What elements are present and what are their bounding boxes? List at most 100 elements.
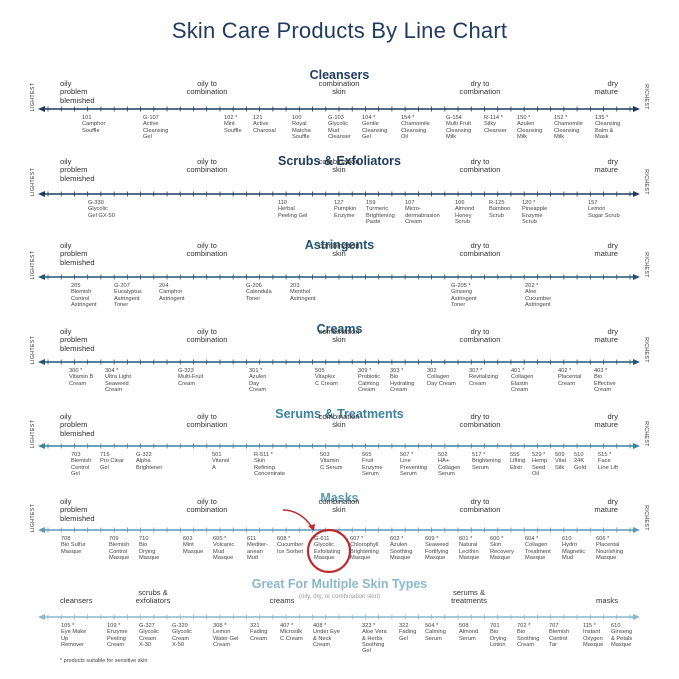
- category-label: dry to combination: [459, 497, 501, 515]
- category-label: masks: [596, 596, 618, 605]
- product-label: 101 Camphor Souffle: [82, 115, 106, 134]
- section-title: Great For Multiple Skin Types: [251, 577, 428, 591]
- product-label: 605 * Volcanic Mud Masque: [213, 536, 235, 561]
- section-title: Astringents: [304, 238, 375, 252]
- product-label: 154 * Chamomile Cleansing Oil: [401, 115, 430, 140]
- right-arrowhead: [633, 106, 640, 112]
- right-arrowhead: [633, 443, 640, 449]
- footnote: * products suitable for sensitive skin: [60, 658, 148, 664]
- product-label: 715 Pro Clear Gel: [100, 452, 125, 471]
- product-label: 102 * Mint Souffle: [224, 115, 242, 134]
- product-label: 608 * Cucumber Ice Sorbet: [277, 536, 304, 555]
- lightest-end-label: LIGHTEST: [30, 250, 36, 280]
- product-label: 135 * Cleansing Balm & Mask: [595, 115, 621, 140]
- right-arrowhead: [633, 191, 640, 197]
- product-label: 152 * Chamomile Cleansing Milk: [554, 115, 583, 140]
- category-label: dry to combination: [459, 79, 501, 97]
- product-label: 601 * Natural Lecithin Masque: [459, 536, 480, 561]
- section-title: Serums & Treatments: [275, 407, 404, 421]
- category-label: combination skin: [318, 79, 360, 97]
- product-label: 609 * Seaweed Fortifying Masque: [425, 536, 449, 561]
- right-arrowhead: [633, 359, 640, 365]
- left-arrowhead: [38, 443, 45, 449]
- category-label: dry mature: [594, 241, 618, 259]
- highlight-arrow: [282, 509, 313, 528]
- product-label: G-207 Eucalyptus Astringent Toner: [114, 283, 142, 308]
- richest-end-label: RICHEST: [643, 169, 649, 195]
- product-label: 302 Collagen Day Cream: [427, 368, 456, 387]
- category-label: combination skin: [318, 327, 360, 345]
- product-label: 127 Pumpkin Enzyme: [334, 200, 357, 219]
- lightest-end-label: LIGHTEST: [30, 335, 36, 365]
- category-label: combination skin: [318, 241, 360, 259]
- product-label: 105 * Eye Make Up Remover: [61, 623, 87, 648]
- product-label: 110 Herbal Peeling Gel: [278, 200, 308, 219]
- product-label: 120 * Pineapple Enzyme Scrub: [522, 200, 548, 225]
- product-label: 702 * Bio Soothing Cream: [517, 623, 540, 648]
- product-label: 307 * Revitalizing Cream: [469, 368, 499, 387]
- right-arrowhead: [633, 614, 640, 620]
- product-label: 104 * Gentle Cleansing Gel: [362, 115, 388, 140]
- category-label: dry to combination: [459, 157, 501, 175]
- product-label: 505 Vitaplex C Cream: [315, 368, 338, 387]
- category-label: combination skin: [318, 497, 360, 515]
- category-label: scrubs & exfoliators: [135, 588, 171, 606]
- product-label: G-154 Multi Fruit Cleansing Milk: [446, 115, 472, 140]
- richest-end-label: RICHEST: [643, 421, 649, 447]
- left-arrowhead: [38, 106, 45, 112]
- product-label: G-103 Glycolic Mud Cleanser: [328, 115, 351, 140]
- lightest-end-label: LIGHTEST: [30, 167, 36, 197]
- category-label: dry mature: [594, 327, 618, 345]
- category-label: combination skin: [318, 157, 360, 175]
- product-label: 203 Menthol Astringent: [290, 283, 316, 302]
- product-label: 308 * Lemon Water Gel Cream: [213, 623, 239, 648]
- product-label: 109 * Enzyme Peeling Cream: [107, 623, 128, 648]
- product-label: 150 * Azulen Cleansing Milk: [517, 115, 543, 140]
- richest-end-label: RICHEST: [643, 337, 649, 363]
- product-label: 707 Blemish Control Tar: [549, 623, 570, 648]
- right-arrowhead: [633, 274, 640, 280]
- product-label: 204 Camphor Astringent: [159, 283, 185, 302]
- category-label: oily to combination: [186, 79, 228, 97]
- category-label: oily to combination: [186, 412, 228, 430]
- category-label: oily problem blemished: [60, 327, 95, 353]
- product-label: G-205 * Ginseng Astringent Toner: [451, 283, 477, 308]
- highlight-circle: [306, 528, 352, 574]
- product-label: R-511 * Skin Refining Concentrate: [254, 452, 285, 477]
- product-label: 600 * Skin Recovery Masque: [490, 536, 515, 561]
- product-label: 515 * Face Line Lift: [598, 452, 618, 471]
- category-label: dry mature: [594, 157, 618, 175]
- lightest-end-label: LIGHTEST: [30, 503, 36, 533]
- product-label: 709 Blemish Control Masque: [109, 536, 130, 561]
- product-label: G-327 Glycolic Cream X-30: [139, 623, 159, 648]
- product-label: 107 Micro- dermabrasion Cream: [405, 200, 440, 225]
- category-label: oily problem blemished: [60, 157, 95, 183]
- product-label: 504 * Calming Serum: [425, 623, 446, 642]
- product-label: 202 * Aloe Cucumber Astringent: [525, 283, 552, 308]
- product-label: 106 Almond Honey Scrub: [455, 200, 475, 225]
- left-arrowhead: [38, 359, 45, 365]
- category-label: oily to combination: [186, 157, 228, 175]
- lightest-end-label: LIGHTEST: [30, 82, 36, 112]
- section-title: Cleansers: [309, 68, 370, 82]
- product-label: 529 * Hemp Seed Oil: [532, 452, 548, 477]
- category-label: dry mature: [594, 497, 618, 515]
- lightest-end-label: LIGHTEST: [30, 419, 36, 449]
- product-label: 508 Almond Serum: [459, 623, 479, 642]
- product-label: 502 HA+ Collagen Serum: [438, 452, 461, 477]
- product-label: 510 24K Gold: [574, 452, 587, 471]
- product-label: G-322 Alpha Brightener: [136, 452, 163, 471]
- category-label: oily problem blemished: [60, 79, 95, 105]
- product-label: 205 Blemish Control Astringent: [71, 283, 97, 308]
- section-title: Masks: [320, 491, 359, 505]
- product-label: 159 Turmeric Brightening Paste: [366, 200, 395, 225]
- product-label: 501 Vitanol A: [212, 452, 230, 471]
- category-label: oily to combination: [186, 327, 228, 345]
- product-label: 509 Vital Silk: [555, 452, 566, 471]
- product-label: 301 * Azulen Day Cream: [249, 368, 267, 393]
- product-label: 121 Active Charcoal: [253, 115, 276, 134]
- product-label: 157 Lemon Sugar Scrub: [588, 200, 620, 219]
- category-label: dry mature: [594, 412, 618, 430]
- product-label: 300 * Vitamin B Cream: [69, 368, 94, 387]
- section-title: Scrubs & Exfoliators: [278, 154, 401, 168]
